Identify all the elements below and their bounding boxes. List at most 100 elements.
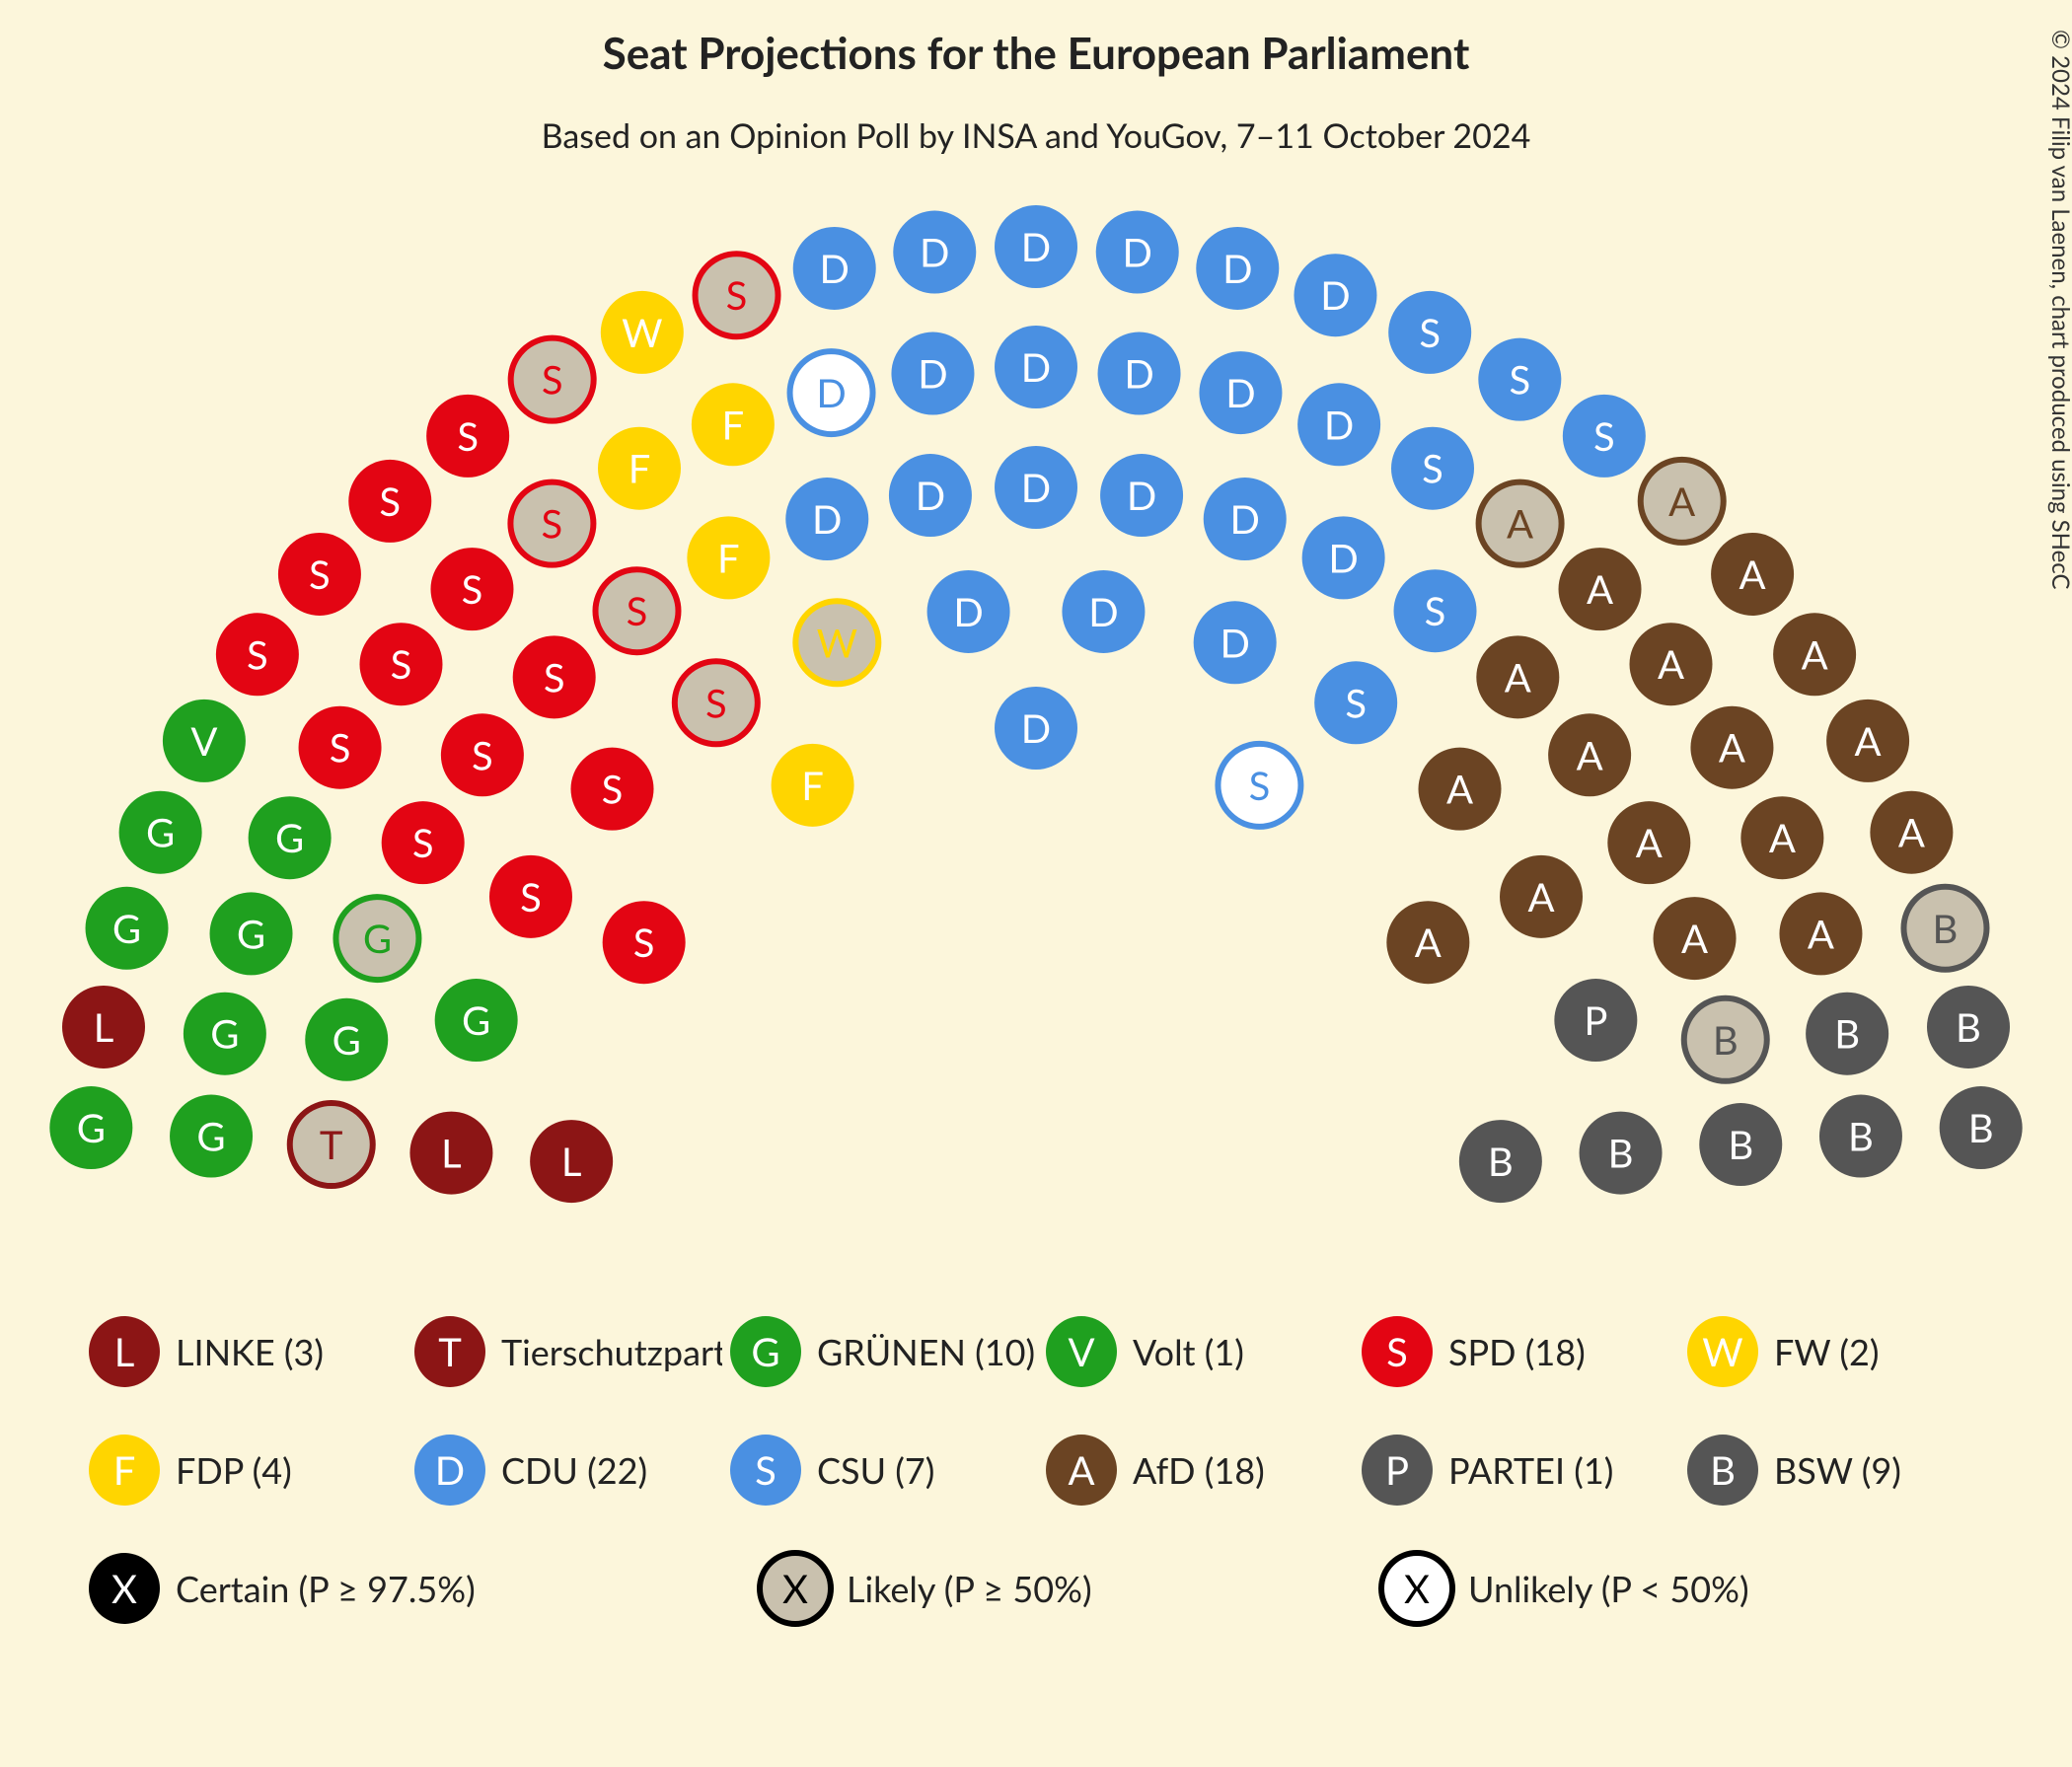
seat: D: [790, 351, 873, 434]
seat-letter: F: [801, 762, 824, 809]
legend-label: Volt (1): [1133, 1330, 1244, 1373]
seat-letter: G: [237, 910, 265, 957]
seat-letter: S: [462, 565, 483, 613]
seat-letter: D: [1021, 223, 1051, 270]
seat: G: [49, 1086, 132, 1169]
seat-letter: B: [1834, 1010, 1860, 1058]
seat: A: [1559, 548, 1642, 630]
seat: D: [793, 227, 876, 310]
seat-letter: B: [1713, 1016, 1739, 1064]
seat: G: [210, 892, 293, 975]
seat-letter: B: [1956, 1003, 1981, 1051]
seat-letter: D: [1124, 350, 1153, 398]
seat-letter: S: [633, 919, 655, 966]
seat-letter: A: [1898, 809, 1925, 856]
seat: T: [290, 1103, 373, 1186]
seat: A: [1773, 613, 1856, 696]
seat: L: [409, 1112, 492, 1195]
seat-letter: A: [1415, 919, 1442, 966]
seat: G: [249, 796, 332, 879]
seat-letter: G: [333, 1016, 361, 1064]
seat: S: [348, 460, 431, 543]
seat-letter: D: [816, 369, 846, 416]
seat-letter: S: [705, 679, 727, 726]
seat-letter: A: [1719, 724, 1745, 772]
seat-letter: G: [363, 915, 392, 962]
seat: B: [1580, 1112, 1663, 1195]
seat-letter: A: [1446, 766, 1473, 813]
seat-letter: S: [627, 587, 648, 634]
seat: P: [1554, 979, 1637, 1062]
seat-letter: D: [916, 472, 945, 519]
legend-swatch-letter: S: [755, 1446, 777, 1494]
seat-letter: S: [309, 551, 331, 598]
seat-letter: G: [77, 1104, 106, 1151]
seat: D: [927, 570, 1010, 653]
seat: S: [603, 901, 686, 984]
seat: S: [696, 254, 778, 336]
seat: D: [1096, 211, 1179, 294]
seat: A: [1740, 796, 1823, 879]
legend-label: AfD (18): [1133, 1448, 1265, 1492]
seat-letter: S: [520, 873, 542, 920]
seat-letter: A: [1587, 565, 1613, 613]
seat: W: [795, 601, 878, 684]
seat-letter: D: [1225, 369, 1255, 416]
seat-letter: B: [1968, 1104, 1994, 1151]
seat: G: [119, 791, 202, 874]
seat-letter: S: [457, 412, 479, 460]
seat: A: [1826, 699, 1909, 782]
seat: D: [1199, 351, 1282, 434]
seat: S: [1394, 569, 1477, 652]
seat: B: [1903, 887, 1986, 970]
seat-letter: B: [1728, 1121, 1753, 1168]
seat-letter: S: [1345, 679, 1367, 726]
seat-letter: S: [1249, 762, 1271, 809]
seat-letter: A: [1507, 500, 1533, 548]
seat-letter: S: [412, 819, 434, 866]
seat-letter: V: [190, 717, 217, 765]
seat-letter: F: [722, 401, 745, 448]
seat: G: [86, 887, 169, 970]
seat: S: [1391, 427, 1474, 510]
seat: B: [1459, 1120, 1542, 1203]
seat-letter: D: [820, 245, 850, 292]
seat: G: [170, 1095, 253, 1178]
legend-swatch-letter: D: [435, 1446, 465, 1494]
seat: A: [1548, 713, 1631, 796]
legend-swatch-letter: X: [782, 1565, 808, 1612]
seat-letter: W: [817, 619, 857, 666]
seat: G: [435, 979, 518, 1062]
copyright-text: © 2024 Filip van Laenen, chart produced …: [2046, 30, 2072, 590]
seat-letter: F: [629, 445, 651, 492]
legend-label: PARTEI (1): [1448, 1448, 1613, 1492]
seat-letter: S: [247, 630, 268, 678]
seat: A: [1479, 482, 1562, 565]
legend-label: CDU (22): [501, 1448, 647, 1492]
seat-letter: A: [1668, 478, 1695, 525]
seat-letter: A: [1855, 717, 1882, 765]
seat: S: [359, 623, 442, 705]
seat: B: [1940, 1086, 2023, 1169]
seat: F: [772, 744, 854, 827]
seat-letter: D: [1220, 619, 1249, 666]
seat-letter: A: [1527, 873, 1554, 920]
seat-letter: D: [1328, 534, 1358, 581]
seat: S: [426, 395, 509, 478]
seat-letter: S: [726, 271, 748, 319]
legend-swatch-letter: A: [1068, 1446, 1094, 1494]
seat-letter: D: [1320, 271, 1350, 319]
seat: A: [1476, 635, 1559, 718]
legend-swatch-letter: G: [751, 1328, 779, 1375]
seat: D: [1062, 570, 1145, 653]
legend-label: SPD (18): [1448, 1330, 1586, 1373]
seat: A: [1779, 892, 1862, 975]
seat-letter: A: [1636, 819, 1663, 866]
seat-letter: S: [542, 356, 563, 404]
seat: S: [595, 569, 678, 652]
seat: S: [1478, 338, 1561, 421]
seat: D: [1100, 454, 1183, 537]
seat: S: [278, 533, 361, 616]
seat-letter: G: [196, 1113, 225, 1160]
seat: S: [1388, 291, 1471, 374]
